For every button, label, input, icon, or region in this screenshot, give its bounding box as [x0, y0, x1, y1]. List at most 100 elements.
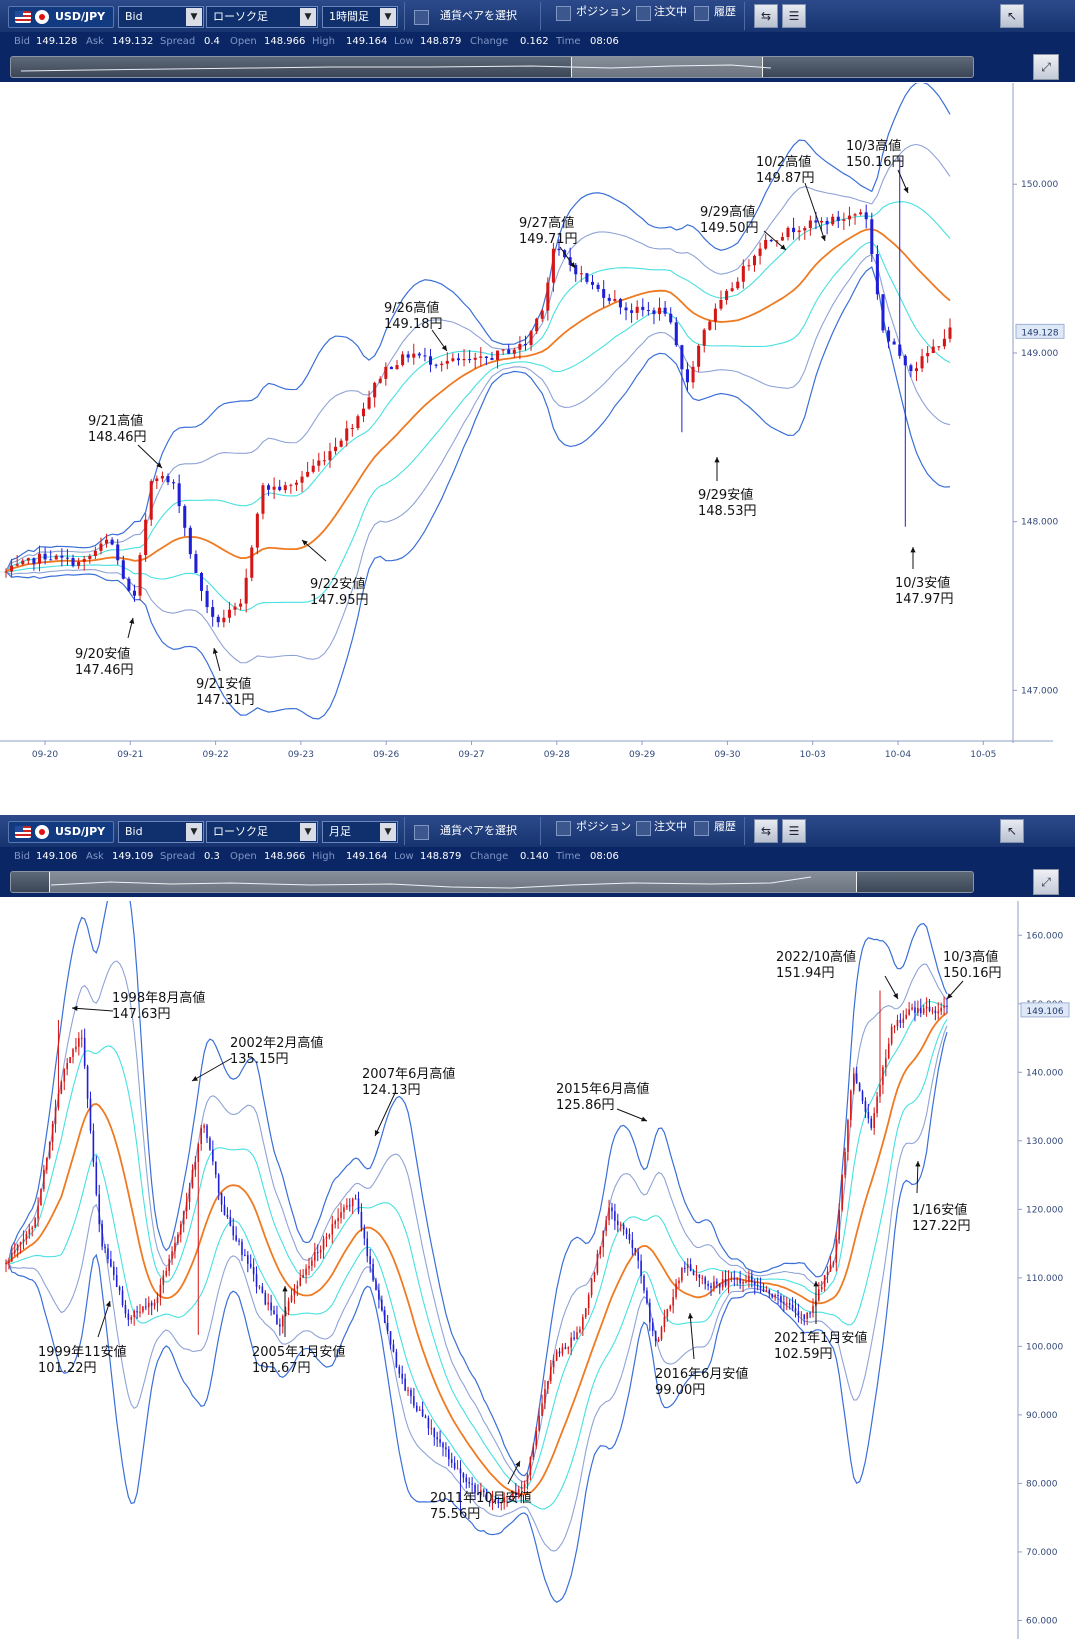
- candle-body: [177, 1234, 179, 1243]
- y-tick-label: 110.000: [1026, 1274, 1063, 1284]
- candle-body: [273, 1310, 275, 1315]
- y-tick-label: 160.000: [1026, 931, 1063, 941]
- chart-tools-icon[interactable]: ⇆: [754, 4, 778, 28]
- chart-navigator: ⤢: [0, 867, 1075, 897]
- position-checkbox[interactable]: [556, 821, 571, 836]
- candle-body: [258, 1286, 261, 1288]
- info-label: Bid: [14, 851, 30, 862]
- annotation-arrow-line: [191, 1057, 233, 1082]
- candle-body: [214, 1161, 217, 1175]
- candle-body: [616, 1220, 619, 1225]
- annotation-value: 147.31円: [196, 693, 255, 708]
- candle-body: [658, 307, 662, 315]
- candle-body: [209, 1138, 211, 1150]
- expand-icon[interactable]: ⤢: [1033, 869, 1059, 895]
- annotation-value: 149.50円: [700, 221, 759, 236]
- candle-body: [149, 481, 153, 520]
- current-price-label: 149.128: [1021, 328, 1058, 338]
- candle-body: [512, 1492, 514, 1498]
- candle-body: [211, 607, 215, 617]
- candle-body: [762, 1288, 765, 1292]
- jp-flag-icon: [35, 10, 49, 24]
- candle-body: [593, 1273, 596, 1279]
- y-tick-label: 140.000: [1026, 1068, 1063, 1078]
- candle-body: [881, 294, 885, 331]
- currency-pair-button[interactable]: USD/JPY: [8, 821, 114, 843]
- chart-type-select[interactable]: ローソク足 ▼: [206, 6, 318, 28]
- candle-body: [579, 1329, 581, 1333]
- bid-value: 149.106: [36, 851, 78, 862]
- annotation-arrow-line: [137, 444, 163, 469]
- expand-icon[interactable]: ⤢: [1033, 54, 1059, 80]
- timeframe-select[interactable]: 月足 ▼: [322, 821, 398, 843]
- candle-body: [439, 1439, 441, 1443]
- candle-body: [551, 248, 555, 283]
- y-tick-label: 148.000: [1021, 518, 1058, 528]
- candle-body: [823, 1275, 826, 1287]
- candle-body: [635, 306, 639, 313]
- timeframe-select[interactable]: 1時間足 ▼: [322, 6, 398, 28]
- candle-body: [718, 1283, 721, 1288]
- orders-checkbox[interactable]: [636, 821, 651, 836]
- candle-body: [279, 1324, 281, 1327]
- settings-list-icon[interactable]: ☰: [782, 819, 806, 843]
- candle-body: [75, 1046, 77, 1050]
- candle-body: [730, 1278, 733, 1280]
- currency-pair-button[interactable]: USD/JPY: [8, 6, 114, 28]
- select-pair-checkbox[interactable]: [414, 825, 429, 840]
- candle-body: [107, 1248, 109, 1260]
- history-checkbox[interactable]: [694, 821, 709, 836]
- candle-body: [26, 558, 30, 561]
- candle-body: [287, 1301, 290, 1311]
- select-pair-label: 通貨ペアを選択: [440, 824, 517, 837]
- candle-body: [226, 1215, 229, 1217]
- candle-body: [725, 290, 729, 301]
- candle-body: [736, 281, 740, 289]
- price-type-select[interactable]: Bid ▼: [118, 6, 204, 28]
- candle-body: [166, 476, 170, 483]
- orders-checkbox[interactable]: [636, 6, 651, 21]
- candle-body: [325, 1237, 328, 1239]
- candle-body: [337, 1217, 339, 1222]
- candle-body: [306, 471, 310, 477]
- settings-list-icon[interactable]: ☰: [782, 4, 806, 28]
- chart-tools-icon[interactable]: ⇆: [754, 819, 778, 843]
- chart-type-select[interactable]: ローソク足 ▼: [206, 821, 318, 843]
- hourly-candlestick-chart[interactable]: 147.000 148.000 149.000 150.000 09-20 09-21 09…: [0, 83, 1075, 780]
- candle-body: [369, 1256, 371, 1264]
- monthly-chart-panel: USD/JPY Bid ▼ ローソク足 ▼ 月足 ▼ 通貨ペアを選択 ポジション…: [0, 815, 1075, 1639]
- collapse-arrow-icon[interactable]: ↖: [1000, 819, 1024, 843]
- candle-body: [217, 1174, 220, 1193]
- candle-body: [389, 366, 393, 370]
- candle-body: [485, 1492, 488, 1501]
- select-pair-checkbox[interactable]: [414, 10, 429, 25]
- time-value: 08:06: [590, 36, 619, 47]
- candle-body: [112, 1266, 115, 1276]
- x-tick-label: 09-22: [203, 750, 229, 760]
- navigator-track[interactable]: [10, 871, 974, 893]
- candle-body: [630, 310, 634, 313]
- navigator-window[interactable]: [49, 872, 857, 892]
- navigator-window[interactable]: [571, 57, 763, 77]
- monthly-candlestick-chart[interactable]: 60.000 70.000 80.000 90.000 100.000 110.000 12…: [0, 901, 1075, 1639]
- annotation-label: 2007年6月高値: [362, 1066, 455, 1082]
- navigator-track[interactable]: [10, 56, 974, 78]
- chart-toolbar: USD/JPY Bid ▼ ローソク足 ▼ 月足 ▼ 通貨ペアを選択 ポジション…: [0, 815, 1075, 848]
- open-value: 148.966: [264, 851, 306, 862]
- candle-body: [395, 365, 399, 370]
- candle-body: [637, 1251, 639, 1261]
- collapse-arrow-icon[interactable]: ↖: [1000, 4, 1024, 28]
- price-type-select[interactable]: Bid ▼: [118, 821, 204, 843]
- history-checkbox[interactable]: [694, 6, 709, 21]
- candle-body: [532, 1445, 535, 1457]
- candle-body: [873, 1113, 875, 1128]
- candle-body: [652, 310, 656, 315]
- position-checkbox[interactable]: [556, 6, 571, 21]
- candle-body: [299, 1277, 302, 1286]
- candle-body: [674, 322, 678, 346]
- info-label: High: [312, 36, 335, 47]
